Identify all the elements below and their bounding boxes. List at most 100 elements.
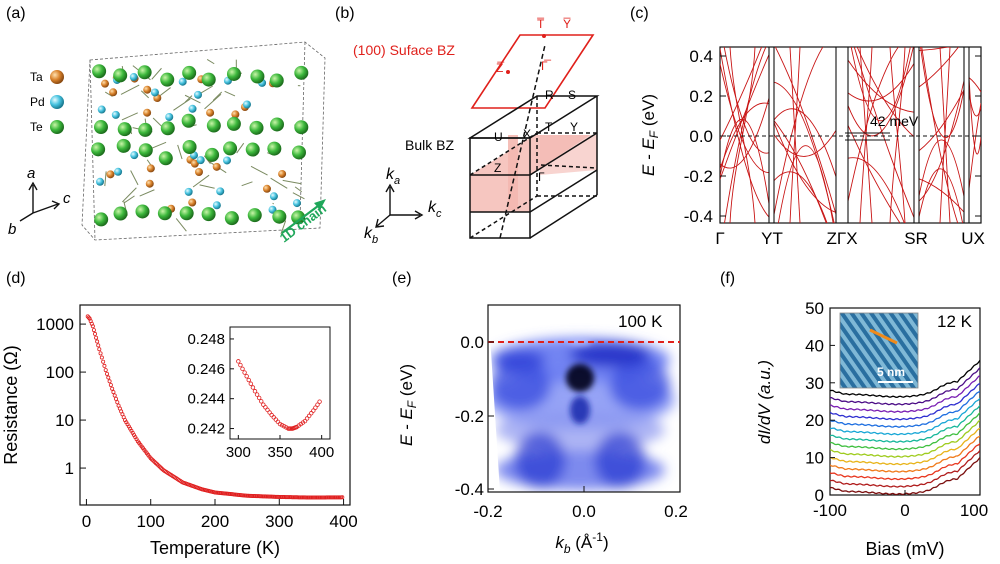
resistance-point <box>315 495 320 500</box>
sts-temperature: 12 K <box>937 312 973 331</box>
bond <box>184 94 201 104</box>
band-line <box>918 89 965 152</box>
te-atom <box>92 64 107 79</box>
ta-atom <box>188 198 197 207</box>
resistance-ytick-label: 1000 <box>36 315 74 334</box>
bulk-point-x: X <box>523 127 531 141</box>
resistance-point <box>264 494 269 499</box>
arpes-ylabel: E - EF (eV) <box>397 364 419 446</box>
arpes-ytick-2: -0.4 <box>455 480 484 499</box>
pd-atom <box>165 113 174 122</box>
resistance-point <box>302 495 307 500</box>
resistance-point <box>304 495 309 500</box>
resistance-point <box>311 495 316 500</box>
k-b-label: kb <box>364 225 378 246</box>
te-atom <box>201 72 216 87</box>
sts-ytick-label: 40 <box>805 336 824 355</box>
band-line <box>773 122 837 213</box>
te-atom <box>91 142 106 157</box>
sts-curve <box>830 442 980 481</box>
band-line <box>773 47 824 215</box>
bond <box>140 90 150 99</box>
resistance-xtick-label: 0 <box>82 512 91 531</box>
resistance-point <box>91 328 96 333</box>
band-line <box>847 59 915 113</box>
inset-ytick-label: 0.248 <box>187 331 225 348</box>
te-atom <box>182 140 197 155</box>
inset-point <box>240 366 245 372</box>
sts-curve <box>830 457 980 495</box>
bulk-bz <box>467 44 600 239</box>
sts-ytick-label: 20 <box>805 411 824 430</box>
te-atom <box>294 120 309 135</box>
bond <box>120 84 140 95</box>
band-line <box>856 47 915 138</box>
sts-ytick-label: 10 <box>805 449 824 468</box>
resistance-point <box>103 368 108 373</box>
ta-atom <box>143 85 152 94</box>
pd-atom <box>114 167 123 176</box>
te-atom <box>179 206 194 221</box>
gap-annotation: 42 meV <box>870 113 919 129</box>
te-atom <box>182 65 197 80</box>
band-line <box>847 47 914 137</box>
pd-atom <box>212 201 221 210</box>
sts-curve <box>830 390 980 428</box>
band-line <box>847 47 899 202</box>
band-line <box>773 130 837 157</box>
te-atom <box>245 142 260 157</box>
bond <box>139 189 155 197</box>
arpes-ytick-0: 0.0 <box>460 333 484 352</box>
resistance-point <box>331 495 336 500</box>
stm-scale-label: 5 nm <box>877 365 905 379</box>
resistance-point <box>105 371 110 376</box>
arpes-xtick-0: -0.2 <box>473 502 502 521</box>
pd-atom <box>96 177 105 186</box>
resistance-point <box>305 495 310 500</box>
inset-point <box>244 374 249 379</box>
inset-point <box>259 399 264 404</box>
band-ytick-label: 0.4 <box>689 47 713 66</box>
resistance-point <box>323 495 328 500</box>
arpes-xtick-1: 0.0 <box>572 502 596 521</box>
resistance-point <box>247 493 252 498</box>
te-atom <box>249 120 264 135</box>
resistance-point <box>245 493 250 498</box>
resistance-point <box>106 375 111 380</box>
arpes-map <box>488 305 680 492</box>
ta-atom <box>231 110 240 119</box>
band-line <box>777 145 834 223</box>
panel-a-label: (a) <box>6 5 26 22</box>
ta-atom <box>143 108 152 117</box>
inset-point <box>309 411 314 416</box>
bond <box>177 144 183 160</box>
te-atom <box>201 207 216 222</box>
band-line <box>720 97 770 169</box>
axis-b-label: b <box>8 221 16 238</box>
resistance-point <box>336 495 341 500</box>
sts-curve <box>830 359 980 398</box>
ta-atom <box>106 170 115 179</box>
resistance-point <box>251 493 256 498</box>
pd-atom <box>269 192 278 201</box>
resistance-point <box>281 495 286 500</box>
resistance-point <box>308 495 313 500</box>
band-line <box>847 157 905 223</box>
resistance-point <box>306 495 311 500</box>
inset-point <box>238 362 243 368</box>
inset-point <box>252 389 258 394</box>
resistance-point <box>99 355 104 360</box>
resistance-ytick-label: 100 <box>46 363 74 382</box>
resistance-point <box>317 495 322 500</box>
panel-d: (d) 0 100 200 300 400 1 10 100 1000 Temperature … <box>1 270 358 558</box>
axis-a-label: a <box>27 165 35 182</box>
band-line <box>720 48 770 218</box>
ta-atom <box>146 164 155 173</box>
resistance-point <box>309 495 314 500</box>
bond <box>272 202 275 205</box>
sts-ytick-label: 50 <box>805 299 824 318</box>
resistance-point <box>319 495 324 500</box>
surface-point-y: Y̅ <box>563 17 571 31</box>
inset-point <box>250 385 256 390</box>
